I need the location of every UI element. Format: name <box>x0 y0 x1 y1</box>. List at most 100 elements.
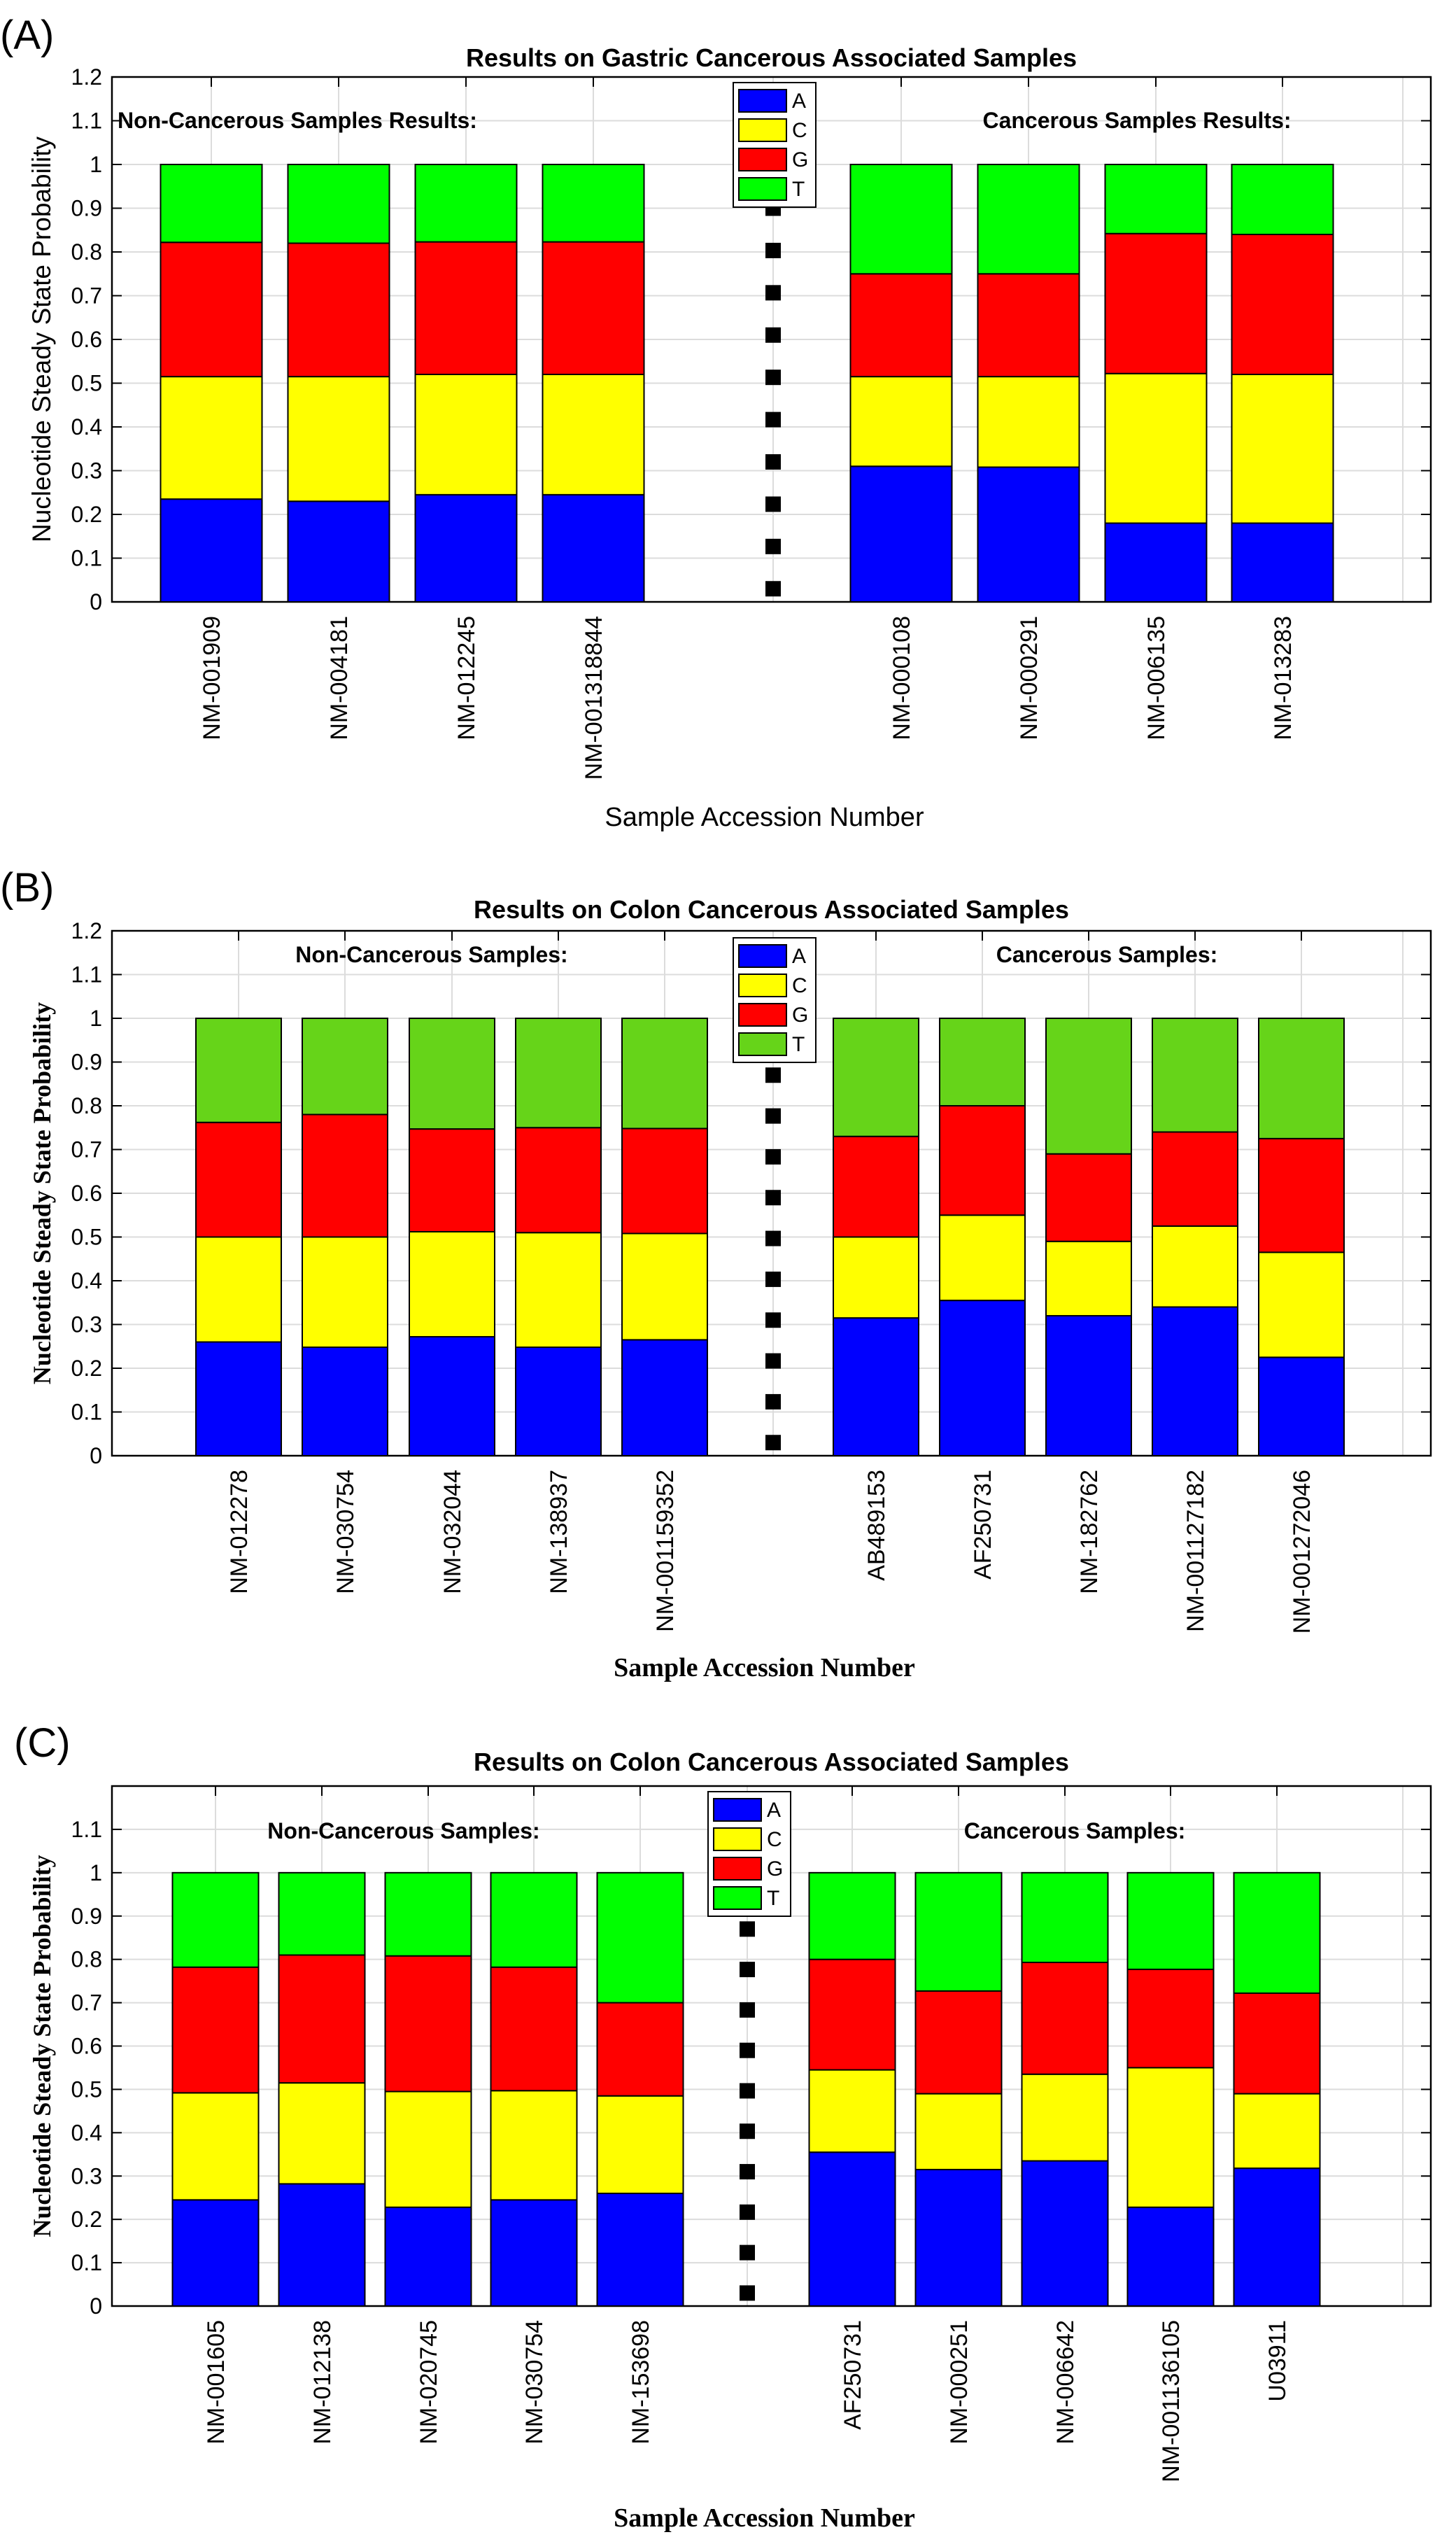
bar-a-nm-000251 <box>914 2168 1003 2307</box>
chart-panel-3: (C) 0 0.1 0.2 0.3 0.4 0.5 0.6 0.7 0.8 0.9 1 1.1 NM-00… <box>14 1720 1432 2533</box>
y-tick-label: 1.1 <box>71 962 102 988</box>
y-tick-label: 0.1 <box>71 1400 102 1425</box>
bar-t-nm-000108 <box>849 164 953 275</box>
bar-g-nm-138937 <box>515 1127 602 1234</box>
x-tick-label: NM-138937 <box>546 1470 572 1594</box>
x-tick-label: U03911 <box>1264 2320 1291 2402</box>
bar-a-nm-001136105 <box>1126 2206 1215 2307</box>
chart-panel-1: (A) 0 0.1 0.2 0.3 0.4 0.5 0.6 0.7 0.8 0.9 1 1.1 1.2 NM… <box>0 13 1432 832</box>
bar-g-nm-001159352 <box>621 1127 708 1235</box>
bar-c-nm-006135 <box>1104 372 1208 524</box>
separator-marker <box>765 1190 781 1206</box>
bar-a-nm-020745 <box>384 2206 472 2307</box>
x-tick-label: NM-004181 <box>326 616 353 740</box>
bar-t-nm-001127182 <box>1152 1018 1238 1133</box>
separator-marker <box>765 1108 781 1124</box>
bar-t-u03911 <box>1233 1871 1321 1994</box>
x-axis-label: Sample Accession Number <box>614 1653 915 1682</box>
y-tick-label: 0.3 <box>71 2163 102 2188</box>
x-tick-label: NM-012278 <box>226 1470 253 1594</box>
bar-t-nm-030754 <box>302 1018 388 1116</box>
y-tick-label: 0.8 <box>71 239 102 265</box>
bar-t-ab489153 <box>833 1018 919 1137</box>
x-tick-label: AF250731 <box>970 1470 996 1580</box>
y-tick-label: 0.2 <box>71 2207 102 2232</box>
bar-a-af250731 <box>808 2151 896 2307</box>
separator-marker <box>740 2002 755 2018</box>
bar-c-af250731 <box>808 2069 896 2153</box>
legend-swatch-t <box>738 1032 787 1056</box>
legend-swatch-t <box>713 1886 762 1910</box>
y-tick-label: 0.1 <box>71 546 102 571</box>
legend-swatch-t <box>738 177 787 201</box>
x-tick-label: NM-153698 <box>628 2320 654 2445</box>
y-tick-label: 0.7 <box>71 1990 102 2016</box>
bar-c-nm-006642 <box>1021 2073 1109 2162</box>
y-tick-label: 0.6 <box>71 1181 102 1206</box>
bar-c-nm-153698 <box>596 2095 684 2195</box>
bar-c-nm-001136105 <box>1126 2067 1215 2208</box>
bar-a-nm-138937 <box>515 1347 602 1456</box>
group-label: Cancerous Samples: <box>996 942 1218 967</box>
bar-a-nm-012138 <box>278 2183 366 2307</box>
separator-marker <box>765 285 781 301</box>
x-tick-label: NM-001127182 <box>1182 1470 1209 1632</box>
panel-label: (A) <box>0 13 54 58</box>
separator-marker <box>765 538 781 554</box>
bar-g-af250731 <box>939 1105 1026 1216</box>
legend-swatch-c <box>738 974 787 997</box>
y-axis-label: Nucleotide Steady State Probability <box>28 1002 56 1384</box>
separator-marker <box>765 1393 781 1410</box>
separator-marker <box>765 581 781 597</box>
x-tick-label: NM-001318844 <box>581 616 607 780</box>
x-tick-label: AB489153 <box>863 1470 890 1581</box>
bar-c-nm-001159352 <box>621 1232 708 1341</box>
bar-c-af250731 <box>939 1214 1026 1302</box>
x-tick-label: NM-030754 <box>521 2320 548 2445</box>
y-tick-label: 0.3 <box>71 458 102 484</box>
legend-swatch-c <box>713 1827 762 1851</box>
bar-a-nm-032044 <box>409 1336 495 1456</box>
x-tick-label: NM-032044 <box>439 1470 466 1594</box>
x-tick-label: NM-012138 <box>309 2320 336 2445</box>
bar-t-nm-030754 <box>490 1871 578 1968</box>
legend-label: G <box>767 1857 783 1881</box>
bar-t-nm-012138 <box>278 1871 366 1956</box>
y-tick-label: 0.5 <box>71 2076 102 2102</box>
bar-g-nm-182762 <box>1045 1153 1132 1242</box>
separator-marker <box>765 1148 781 1165</box>
bar-g-nm-012138 <box>278 1954 366 2084</box>
bar-a-nm-013283 <box>1231 522 1334 603</box>
x-tick-label: NM-001159352 <box>652 1470 679 1632</box>
bar-c-nm-012278 <box>195 1236 282 1343</box>
bar-g-nm-001909 <box>160 241 263 378</box>
separator-marker <box>765 327 781 343</box>
bar-c-nm-000251 <box>914 2093 1003 2170</box>
bar-c-nm-001318844 <box>542 374 645 496</box>
bar-t-nm-012278 <box>195 1018 282 1123</box>
y-tick-label: 0.5 <box>71 371 102 396</box>
bar-a-nm-030754 <box>302 1347 388 1456</box>
bar-t-nm-020745 <box>384 1871 472 1957</box>
y-tick-label: 0.7 <box>71 283 102 309</box>
chart-title: Results on Colon Cancerous Associated Sa… <box>474 1748 1069 1776</box>
chart-title: Results on Colon Cancerous Associated Sa… <box>474 895 1069 924</box>
bar-t-af250731 <box>939 1018 1026 1106</box>
y-tick-label: 0.6 <box>71 327 102 352</box>
bar-t-nm-001605 <box>171 1871 260 1968</box>
y-tick-label: 1 <box>90 1860 102 1885</box>
separator-marker <box>740 2285 755 2301</box>
bar-t-nm-006642 <box>1021 1871 1109 1964</box>
group-label: Cancerous Samples: <box>964 1818 1186 1843</box>
y-tick-label: 0.4 <box>71 1268 102 1293</box>
y-tick-label: 1 <box>90 1006 102 1031</box>
bar-t-nm-001909 <box>160 164 263 244</box>
bar-g-nm-013283 <box>1231 234 1334 375</box>
bar-a-nm-182762 <box>1045 1315 1132 1456</box>
chart-panel-2: (B) 0 0.1 0.2 0.3 0.4 0.5 0.6 0.7 0.8 0.9 1 1.1 1.2 NM… <box>0 865 1432 1682</box>
x-tick-label: NM-001605 <box>203 2320 229 2445</box>
x-tick-label: NM-020745 <box>416 2320 442 2445</box>
x-tick-label: NM-000108 <box>889 616 915 740</box>
bar-g-nm-032044 <box>409 1128 495 1232</box>
